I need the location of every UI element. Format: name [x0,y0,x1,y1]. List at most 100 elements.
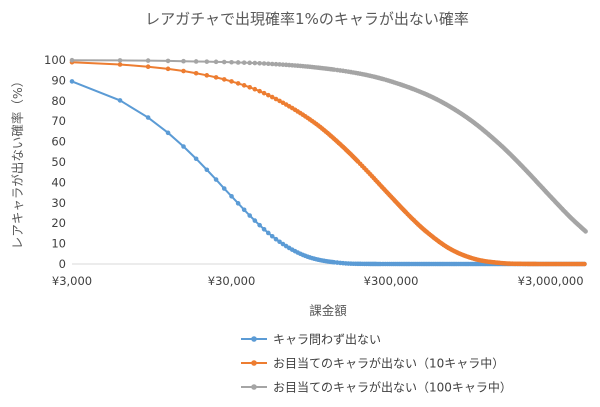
data-point [252,218,258,223]
data-point [266,92,271,98]
series-line [71,80,586,265]
data-point [235,201,241,206]
legend-label: キャラ問わず出ない [273,333,381,347]
data-point [257,222,262,228]
data-point [204,167,210,173]
data-point [583,229,588,234]
series-line [71,59,587,233]
x-tick-label: ¥30,000 [208,274,256,288]
y-tick-labels: 0 10 20 30 40 50 60 70 80 90 100 [44,53,66,271]
chart-title: レアガチャで出現確率1%のキャラが出ない確率 [145,10,469,28]
data-point [241,60,247,65]
data-point [165,66,171,72]
data-point [193,59,199,64]
plot-area [69,57,588,267]
data-point [69,79,75,84]
data-point [269,61,275,67]
data-point [269,233,275,239]
data-point [247,60,253,66]
data-point [277,98,282,104]
data-point [229,193,234,199]
data-point [193,70,199,76]
data-point [235,60,241,65]
y-tick-label: 60 [51,135,66,149]
data-point [221,186,227,191]
data-point [165,130,171,136]
legend-label: お目当てのキャラが出ない（100キャラ中） [273,380,512,395]
series-3 [69,57,588,234]
data-point [117,58,123,63]
data-point [213,177,219,182]
y-tick-label: 70 [51,114,66,128]
legend-label: お目当てのキャラが出ない（10キャラ中） [273,356,504,371]
legend-swatch-marker [251,384,257,390]
data-point [117,62,123,67]
data-point [252,60,258,66]
legend-item: お目当てのキャラが出ない（10キャラ中） [241,356,504,371]
data-point [582,261,587,267]
y-tick-label: 30 [51,196,66,210]
data-point [213,75,219,80]
data-point [193,156,199,162]
data-point [269,94,275,100]
data-point [241,83,247,88]
legend-swatch-marker [251,360,257,366]
x-tick-label: ¥3,000 [52,274,92,288]
data-point [241,207,247,213]
data-point [261,90,267,96]
data-point [273,61,279,67]
data-point [221,77,227,82]
y-tick-label: 100 [44,53,66,67]
data-point [261,226,267,232]
y-tick-label: 90 [51,73,66,87]
data-point [69,57,75,63]
data-point [204,73,210,78]
data-point [266,230,271,236]
legend-swatch-marker [251,336,257,342]
data-point [235,81,241,86]
legend-item: キャラ問わず出ない [241,333,381,347]
data-point [181,68,186,74]
data-point [229,79,234,84]
data-point [213,59,219,65]
data-point [145,64,151,70]
data-point [145,115,151,120]
data-point [229,59,234,65]
data-point [273,236,279,242]
x-tick-labels: ¥3,000 ¥30,000 ¥300,000 ¥3,000,000 [52,274,584,288]
y-tick-label: 40 [51,175,66,189]
y-tick-label: 20 [51,216,66,230]
data-point [181,144,186,149]
series-1 [69,79,587,267]
data-point [204,59,210,64]
data-point [117,98,123,103]
y-tick-label: 10 [51,237,66,251]
data-point [165,58,171,64]
data-point [247,84,253,90]
data-point [145,58,151,63]
x-tick-label: ¥300,000 [364,274,419,288]
data-point [221,59,227,65]
data-point [181,58,186,64]
series-line [71,61,586,265]
data-point [266,61,271,67]
y-tick-label: 80 [51,94,66,108]
data-point [273,96,279,102]
data-point [277,62,282,67]
data-point [277,239,282,245]
x-axis-title: 課金額 [309,303,347,318]
legend-item: お目当てのキャラが出ない（100キャラ中） [241,380,512,395]
y-axis-title: レアキャラが出ない確率（%） [10,75,25,249]
series-2 [69,59,587,267]
y-tick-label: 0 [59,257,66,271]
data-point [257,60,262,66]
data-point [261,61,267,66]
data-point [247,213,253,218]
data-point [252,86,258,92]
y-tick-label: 50 [51,155,66,169]
x-tick-label: ¥3,000,000 [518,274,584,288]
data-point [257,88,262,94]
